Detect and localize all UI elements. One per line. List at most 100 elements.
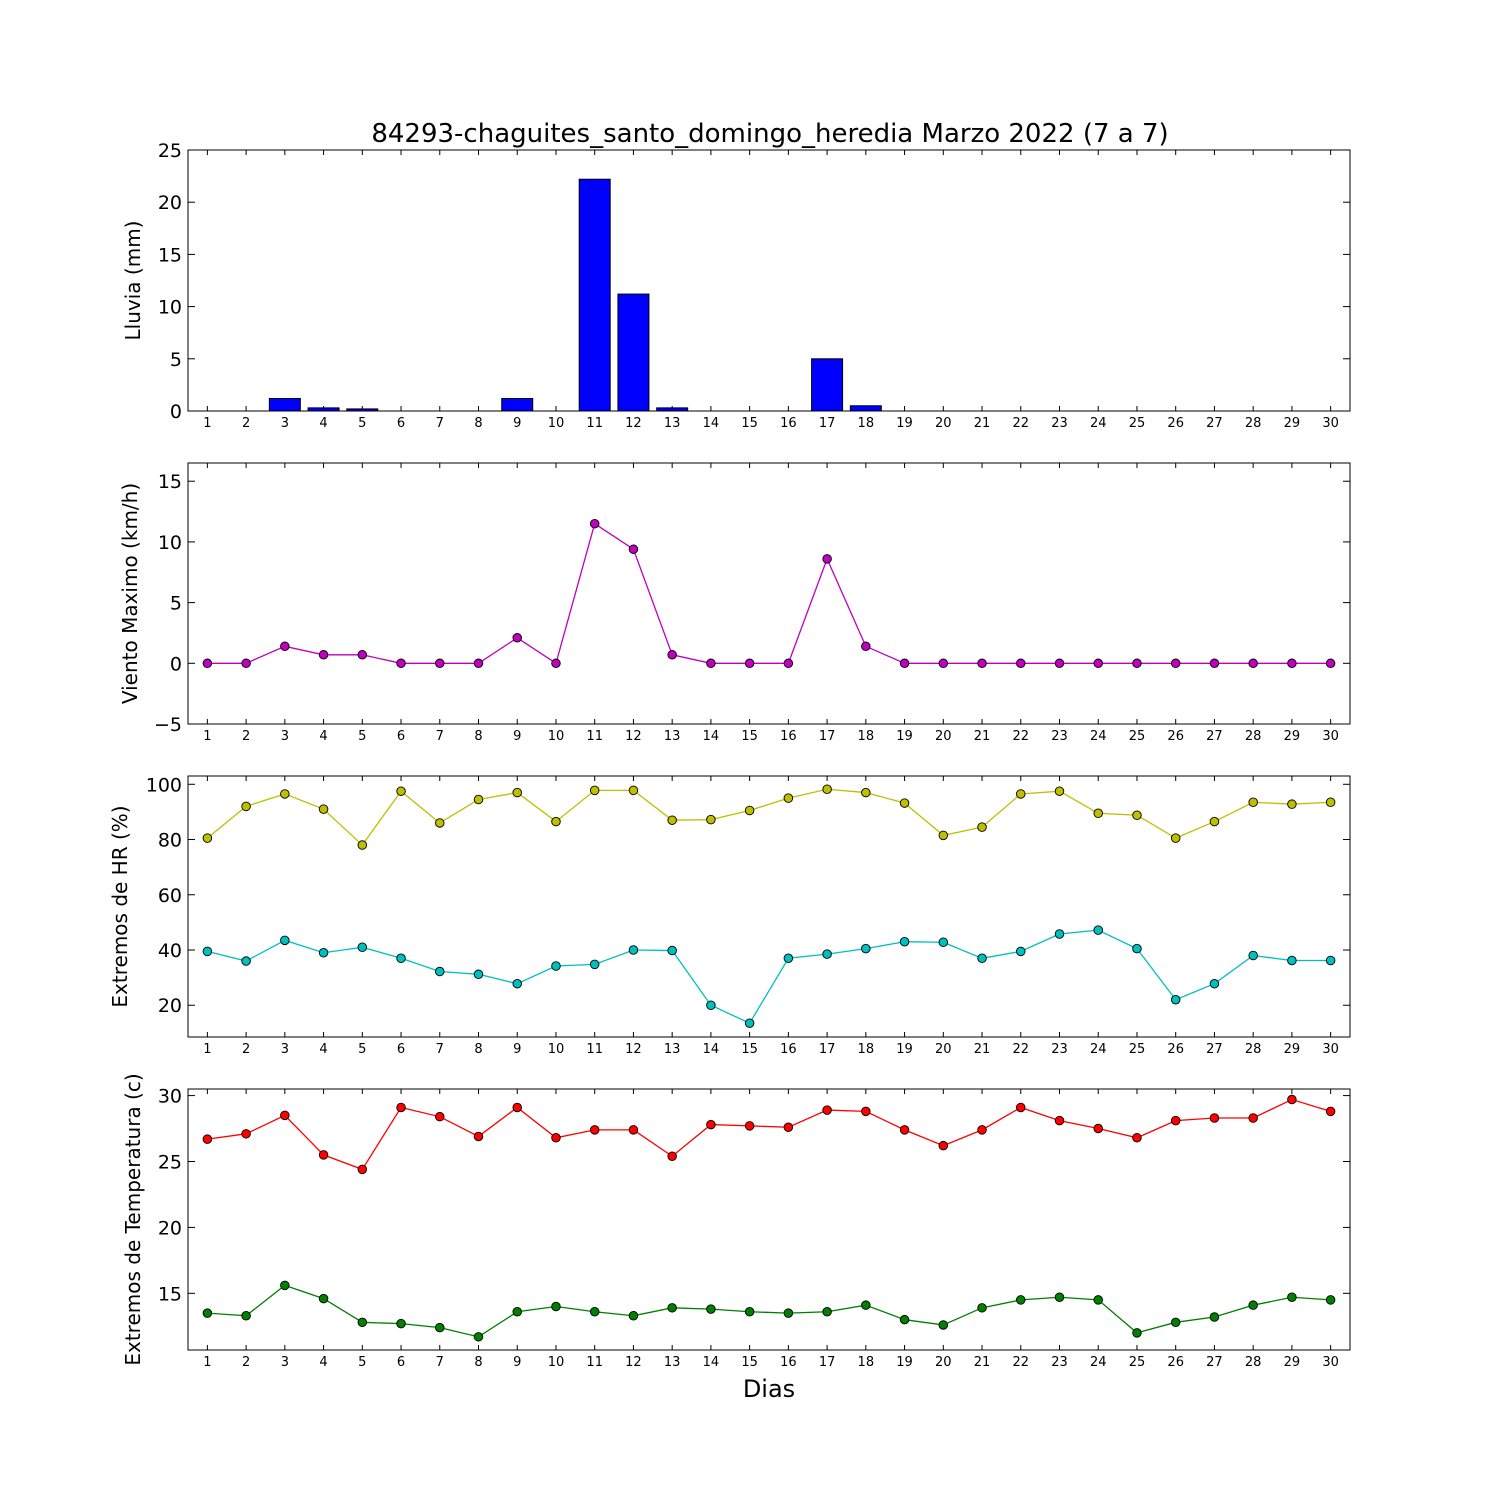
x-tick-label: 12 <box>625 1042 642 1057</box>
x-tick-label: 3 <box>281 729 289 744</box>
data-point <box>1248 1113 1258 1123</box>
y-axis-label: Lluvia (mm) <box>121 221 145 341</box>
x-tick-label: 28 <box>1245 1042 1262 1057</box>
series-line <box>207 1098 1331 1171</box>
x-tick-label: 30 <box>1322 416 1339 431</box>
data-point <box>1170 1317 1181 1328</box>
data-point <box>202 946 213 957</box>
data-point <box>744 1018 755 1028</box>
data-point <box>938 1320 949 1330</box>
x-tick-label: 23 <box>1051 1355 1068 1370</box>
x-tick-label: 6 <box>397 729 405 744</box>
x-tick-label: 12 <box>625 416 642 431</box>
x-tick-label: 20 <box>935 729 952 744</box>
x-tick-label: 29 <box>1284 1355 1301 1370</box>
data-point <box>1016 658 1026 669</box>
y-tick-label: −5 <box>154 714 182 736</box>
y-axis-label: Viento Maximo (km/h) <box>118 483 142 704</box>
data-point <box>1170 994 1181 1005</box>
data-point <box>1209 816 1220 827</box>
data-point <box>435 658 445 669</box>
y-tick-label: 30 <box>158 1086 182 1108</box>
x-tick-label: 1 <box>203 416 211 431</box>
data-point <box>822 949 832 959</box>
x-tick-label: 28 <box>1245 416 1262 431</box>
x-tick-label: 26 <box>1167 416 1184 431</box>
data-point <box>473 658 484 669</box>
data-point <box>396 953 406 964</box>
data-point <box>899 658 910 669</box>
data-point <box>318 650 329 660</box>
y-tick-label: 20 <box>158 192 182 214</box>
x-tick-label: 15 <box>741 1042 758 1057</box>
x-tick-label: 22 <box>1012 1042 1029 1057</box>
data-point <box>589 785 600 796</box>
data-point <box>1054 786 1065 796</box>
data-point <box>1054 658 1065 669</box>
data-point <box>512 787 522 798</box>
data-point <box>551 1133 561 1143</box>
bar <box>501 397 534 412</box>
data-point <box>1093 658 1103 669</box>
x-tick-label: 20 <box>935 416 952 431</box>
data-point <box>706 658 716 669</box>
data-point <box>357 650 368 660</box>
data-point <box>589 518 600 529</box>
bar <box>617 293 650 412</box>
x-tick-label: 8 <box>474 1355 482 1370</box>
x-tick-label: 5 <box>358 1355 366 1370</box>
data-point <box>977 658 987 669</box>
data-point <box>202 833 213 843</box>
data-point <box>667 1303 677 1313</box>
data-point <box>1248 797 1258 807</box>
data-point <box>667 650 677 660</box>
x-tick-label: 30 <box>1322 1355 1339 1370</box>
data-point <box>280 641 290 652</box>
bar <box>268 397 301 412</box>
data-point <box>706 1000 716 1010</box>
x-tick-label: 30 <box>1322 729 1339 744</box>
x-tick-label: 5 <box>358 416 366 431</box>
x-tick-label: 24 <box>1090 416 1107 431</box>
x-tick-label: 13 <box>664 1042 681 1057</box>
data-point <box>1016 1102 1026 1113</box>
x-tick-label: 15 <box>741 729 758 744</box>
data-point <box>861 943 871 954</box>
data-point <box>1132 1133 1142 1143</box>
x-tick-label: 18 <box>858 1042 875 1057</box>
axes-frame <box>187 775 1351 1038</box>
x-tick-label: 9 <box>513 1042 521 1057</box>
x-tick-label: 21 <box>974 1042 991 1057</box>
data-point <box>512 633 522 643</box>
x-tick-label: 10 <box>548 729 565 744</box>
x-tick-label: 24 <box>1090 1042 1107 1057</box>
x-tick-label: 21 <box>974 416 991 431</box>
x-tick-label: 6 <box>397 1355 405 1370</box>
data-point <box>1248 658 1258 669</box>
data-point <box>1287 955 1297 966</box>
data-point <box>589 1307 600 1317</box>
x-tick-label: 23 <box>1051 1042 1068 1057</box>
data-point <box>977 1125 987 1135</box>
x-tick-label: 4 <box>319 1042 327 1057</box>
y-axis-label: Extremos de Temperatura (c) <box>121 1073 145 1365</box>
data-point <box>241 1129 251 1139</box>
data-point <box>938 1140 949 1151</box>
axes-frame <box>187 149 1351 412</box>
data-point <box>1209 658 1220 669</box>
data-point <box>280 789 290 799</box>
x-tick-label: 28 <box>1245 1355 1262 1370</box>
data-point <box>783 658 794 669</box>
data-point <box>1170 658 1181 669</box>
x-tick-label: 9 <box>513 729 521 744</box>
x-tick-label: 19 <box>896 1355 913 1370</box>
data-point <box>938 937 949 948</box>
x-tick-label: 9 <box>513 1355 521 1370</box>
data-point <box>977 822 987 832</box>
y-tick-label: 100 <box>146 774 182 796</box>
x-tick-label: 7 <box>436 729 444 744</box>
x-tick-label: 13 <box>664 1355 681 1370</box>
data-point <box>241 801 251 812</box>
